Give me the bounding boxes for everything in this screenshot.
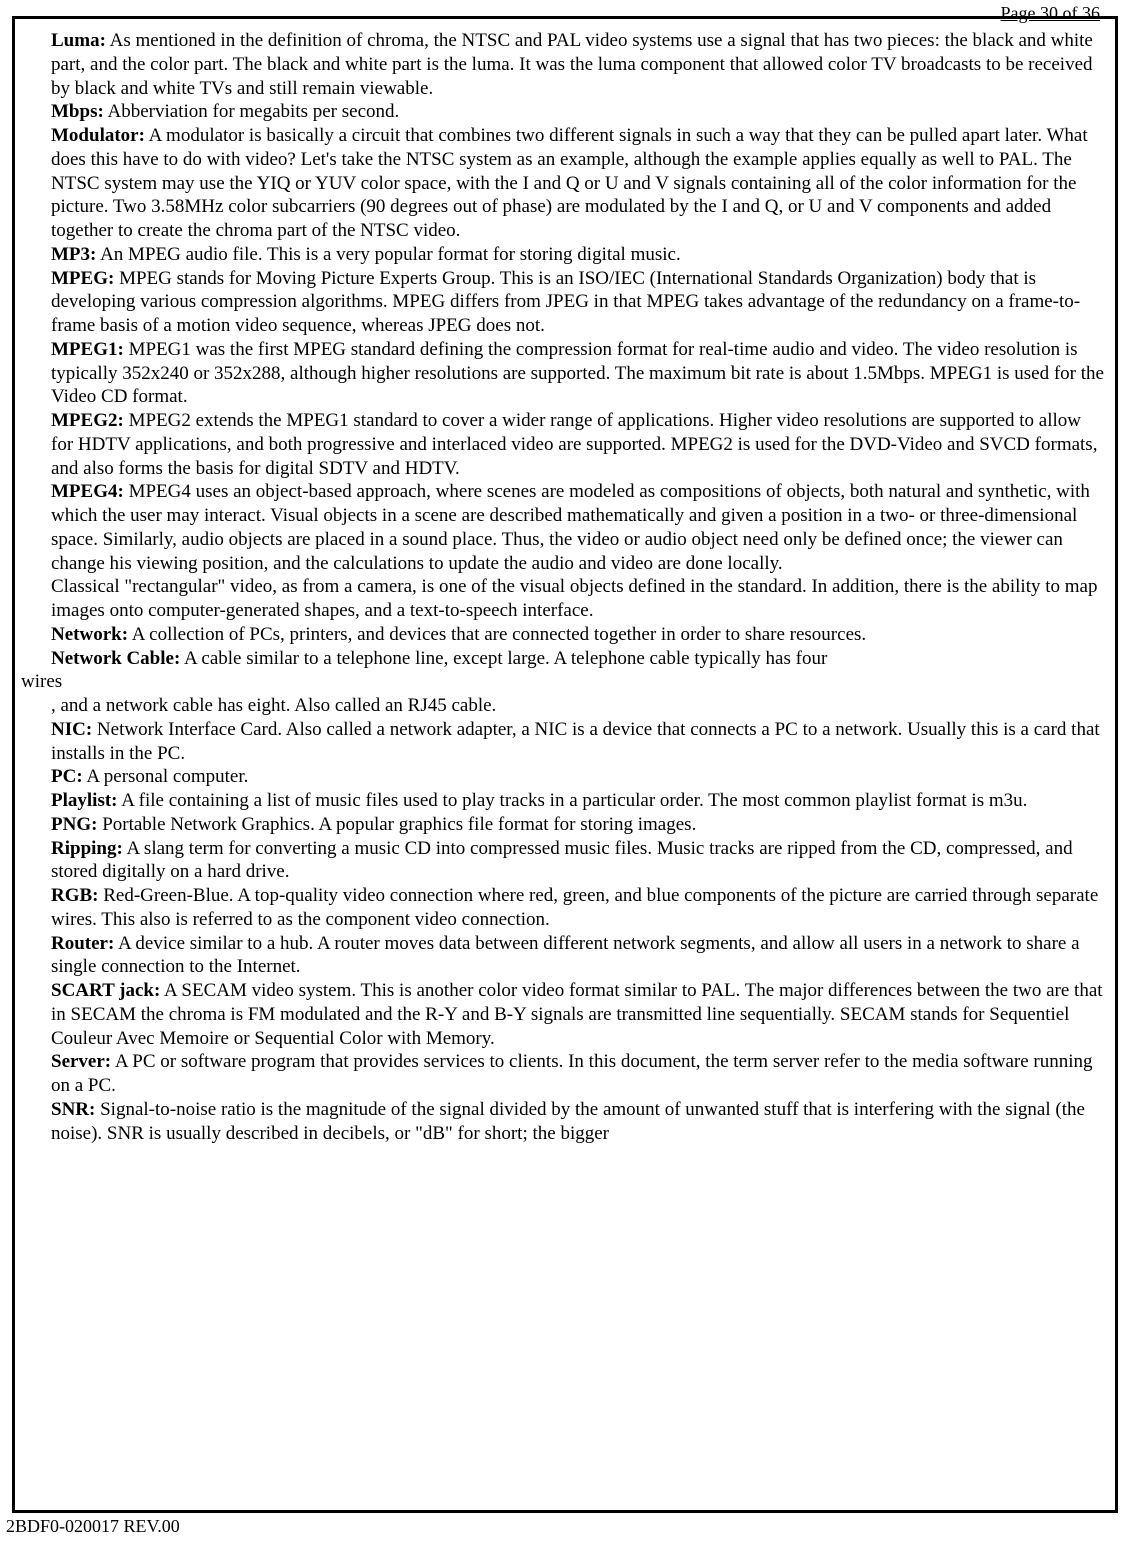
glossary-definition: An MPEG audio file. This is a very popul… — [96, 244, 680, 265]
glossary-term: Router: — [51, 933, 114, 954]
glossary-entry: RGB: Red-Green-Blue. A top-quality video… — [15, 884, 1115, 932]
glossary-term: RGB: — [51, 885, 99, 906]
glossary-entry: Ripping: A slang term for converting a m… — [15, 837, 1115, 885]
glossary-definition: A device similar to a hub. A router move… — [51, 933, 1080, 978]
glossary-entry: Network Cable: A cable similar to a tele… — [15, 647, 1115, 671]
glossary-term: Server: — [51, 1051, 111, 1072]
glossary-definition: A personal computer. — [83, 766, 249, 787]
glossary-entry: MP3: An MPEG audio file. This is a very … — [15, 243, 1115, 267]
glossary-entry: SNR: Signal-to-noise ratio is the magnit… — [15, 1098, 1115, 1146]
glossary-definition: A collection of PCs, printers, and devic… — [128, 624, 866, 645]
glossary-term: SCART jack: — [51, 980, 160, 1001]
glossary-term: NIC: — [51, 719, 92, 740]
glossary-term: MPEG: — [51, 268, 114, 289]
glossary-definition: A modulator is basically a circuit that … — [51, 125, 1088, 241]
glossary-term: Network Cable: — [51, 648, 180, 669]
glossary-term: Mbps: — [51, 101, 104, 122]
glossary-term: MPEG1: — [51, 339, 124, 360]
glossary-term: SNR: — [51, 1099, 95, 1120]
page-content-border: Luma: As mentioned in the definition of … — [12, 16, 1118, 1513]
glossary-entry: MPEG1: MPEG1 was the first MPEG standard… — [15, 338, 1115, 409]
glossary-term: MPEG4: — [51, 481, 124, 502]
glossary-entry: , and a network cable has eight. Also ca… — [15, 694, 1115, 718]
glossary-entry: Router: A device similar to a hub. A rou… — [15, 932, 1115, 980]
glossary-entry: Server: A PC or software program that pr… — [15, 1050, 1115, 1098]
glossary-entry: PNG: Portable Network Graphics. A popula… — [15, 813, 1115, 837]
doc-id-label: 2BDF0-020017 REV.00 — [6, 1516, 180, 1536]
glossary-definition: A file containing a list of music files … — [118, 790, 1028, 811]
glossary-term: Network: — [51, 624, 128, 645]
page-footer: 2BDF0-020017 REV.00 — [6, 1515, 180, 1538]
glossary-definition: A SECAM video system. This is another co… — [51, 980, 1103, 1049]
glossary-entry: MPEG2: MPEG2 extends the MPEG1 standard … — [15, 409, 1115, 480]
glossary-definition: Abberviation for megabits per second. — [104, 101, 399, 122]
glossary-definition: Network Interface Card. Also called a ne… — [51, 719, 1100, 764]
glossary-definition: A cable similar to a telephone line, exc… — [180, 648, 827, 669]
glossary-entry: Playlist: A file containing a list of mu… — [15, 789, 1115, 813]
glossary-entry: Network: A collection of PCs, printers, … — [15, 623, 1115, 647]
glossary-definition: A slang term for converting a music CD i… — [51, 838, 1073, 883]
glossary-term: PC: — [51, 766, 83, 787]
glossary-term: Ripping: — [51, 838, 123, 859]
glossary-entry: SCART jack: A SECAM video system. This i… — [15, 979, 1115, 1050]
glossary-definition: MPEG1 was the first MPEG standard defini… — [51, 339, 1104, 408]
glossary-term: Modulator: — [51, 125, 145, 146]
glossary-entries-bottom: , and a network cable has eight. Also ca… — [15, 694, 1115, 1145]
glossary-entry: Luma: As mentioned in the definition of … — [15, 29, 1115, 100]
glossary-definition: MPEG4 uses an object-based approach, whe… — [51, 481, 1090, 573]
glossary-definition: Red-Green-Blue. A top-quality video conn… — [51, 885, 1098, 930]
glossary-entry: Mbps: Abberviation for megabits per seco… — [15, 100, 1115, 124]
page-container: Page 30 of 36 Luma: As mentioned in the … — [0, 0, 1130, 1541]
glossary-entry: MPEG4: MPEG4 uses an object-based approa… — [15, 480, 1115, 575]
glossary-term: Luma: — [51, 30, 106, 51]
outdented-fragment: wires — [15, 670, 1115, 694]
glossary-entry: PC: A personal computer. — [15, 765, 1115, 789]
glossary-entries-top: Luma: As mentioned in the definition of … — [15, 29, 1115, 670]
glossary-entry: Classical "rectangular" video, as from a… — [15, 575, 1115, 623]
outdent-text: wires — [21, 671, 62, 692]
glossary-definition: , and a network cable has eight. Also ca… — [51, 695, 496, 716]
glossary-term: MPEG2: — [51, 410, 124, 431]
glossary-definition: Classical "rectangular" video, as from a… — [51, 576, 1097, 621]
glossary-term: Playlist: — [51, 790, 118, 811]
glossary-definition: As mentioned in the definition of chroma… — [51, 30, 1093, 99]
glossary-definition: MPEG2 extends the MPEG1 standard to cove… — [51, 410, 1097, 479]
glossary-definition: MPEG stands for Moving Picture Experts G… — [51, 268, 1080, 337]
glossary-term: MP3: — [51, 244, 96, 265]
glossary-entry: NIC: Network Interface Card. Also called… — [15, 718, 1115, 766]
glossary-definition: Signal-to-noise ratio is the magnitude o… — [51, 1099, 1085, 1144]
glossary-definition: Portable Network Graphics. A popular gra… — [97, 814, 696, 835]
glossary-entry: MPEG: MPEG stands for Moving Picture Exp… — [15, 267, 1115, 338]
glossary-entry: Modulator: A modulator is basically a ci… — [15, 124, 1115, 243]
glossary-term: PNG: — [51, 814, 97, 835]
glossary-definition: A PC or software program that provides s… — [51, 1051, 1093, 1096]
